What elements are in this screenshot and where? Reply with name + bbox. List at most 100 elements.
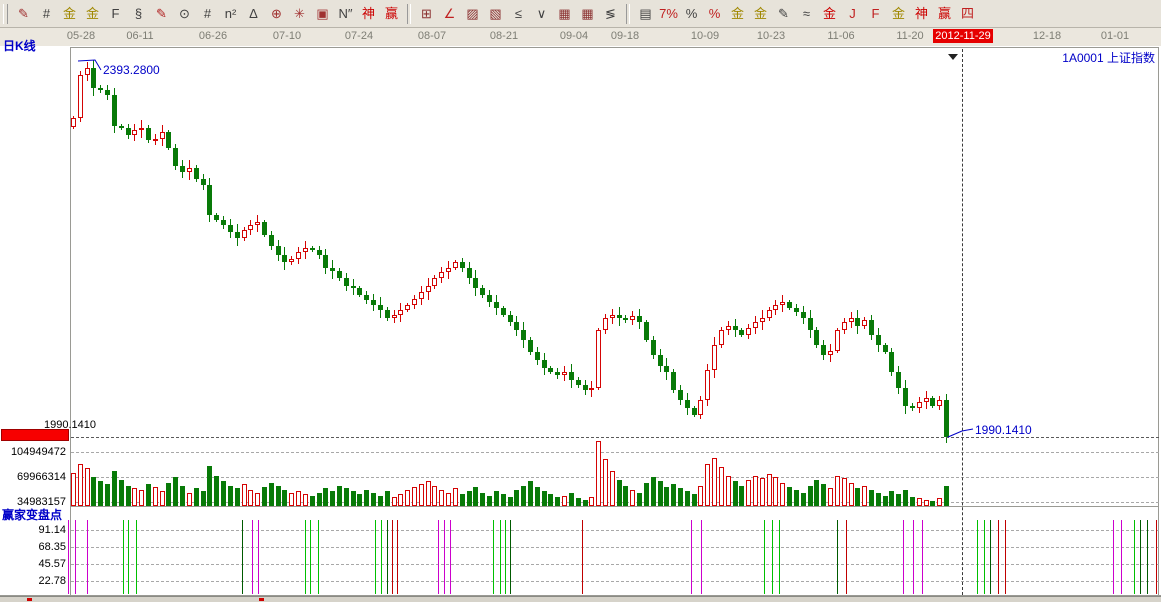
- candle: [426, 286, 431, 292]
- grid-target-icon[interactable]: ▣: [316, 5, 329, 21]
- candle: [132, 130, 137, 135]
- j-angle-icon[interactable]: J: [849, 5, 856, 21]
- candle: [351, 286, 356, 288]
- signal-line: [305, 520, 306, 594]
- candle: [548, 368, 553, 372]
- check-lines-icon[interactable]: ∨: [536, 5, 547, 21]
- wave-a-icon[interactable]: ≈: [802, 5, 811, 21]
- volume-bar: [855, 488, 860, 506]
- date-tick: 01-01: [1100, 30, 1130, 42]
- gold-coin-icon[interactable]: 金: [730, 5, 744, 21]
- candle: [555, 372, 560, 375]
- volume-bar: [228, 486, 233, 506]
- volume-bar: [323, 488, 328, 506]
- ray-box-icon[interactable]: ▧: [489, 5, 502, 21]
- date-tick: 06-11: [126, 30, 154, 42]
- ruler-icon[interactable]: #: [42, 5, 51, 21]
- gold-red-icon[interactable]: 金: [822, 5, 836, 21]
- n-squared-icon[interactable]: n²: [224, 5, 237, 21]
- signal-line: [493, 520, 494, 594]
- candle: [767, 310, 772, 318]
- fan-box-icon[interactable]: ▨: [466, 5, 479, 21]
- candle: [392, 315, 397, 318]
- volume-bar: [221, 481, 226, 506]
- volume-bar: [535, 487, 540, 506]
- candle: [262, 222, 267, 235]
- ying-angle-icon[interactable]: 赢: [937, 5, 951, 21]
- marker-pen-icon[interactable]: ✎: [156, 5, 167, 21]
- scale-ruler-icon[interactable]: #: [203, 5, 212, 21]
- volume-scale-label: 104949472: [10, 446, 66, 458]
- signal-line: [1005, 520, 1006, 594]
- candle: [153, 139, 158, 141]
- volume-bar: [494, 491, 499, 506]
- grid-arrow-icon[interactable]: ▦: [581, 5, 594, 21]
- candle: [303, 248, 308, 252]
- candle: [828, 351, 833, 355]
- candle: [364, 295, 369, 300]
- f-ruler-icon[interactable]: F: [111, 5, 120, 21]
- toolbar-grip[interactable]: [3, 3, 8, 24]
- candle: [596, 330, 601, 388]
- indicator-scale-label: 22.78: [38, 575, 66, 587]
- toolbar: ✎ # 金金 F § ✎ ⊙ # n² ∆ ⊕ ✳ ▣ Ν″ 神赢 ⊞ ∠ ▨ ▧ ≤ ∨ ▦ ▦ ≶ ▤ 7%%% 金金 ✎ ≈ 金 J F…: [0, 0, 1161, 28]
- ying-tool-icon[interactable]: 赢: [384, 5, 398, 21]
- chart-plot-area[interactable]: [0, 46, 1161, 596]
- date-tick: 12-18: [1032, 30, 1062, 42]
- volume-bar: [91, 477, 96, 506]
- spiral-icon[interactable]: §: [134, 5, 143, 21]
- candle: [242, 230, 247, 238]
- candle: [398, 310, 403, 315]
- bars-panel-icon[interactable]: ▤: [639, 5, 652, 21]
- candle: [630, 316, 635, 320]
- active-date-box[interactable]: 2012-11-29: [933, 29, 993, 43]
- candle: [282, 255, 287, 262]
- indicator-title[interactable]: 赢家变盘点: [2, 508, 63, 522]
- candle: [310, 248, 315, 250]
- target-circle-icon[interactable]: ⊕: [271, 5, 282, 21]
- grid-icon[interactable]: ▦: [558, 5, 571, 21]
- star-wheel-icon[interactable]: ✳: [294, 5, 305, 21]
- signal-line: [990, 520, 991, 594]
- candle: [889, 352, 894, 372]
- draw-pencil-icon[interactable]: ✎: [18, 5, 29, 21]
- volume-bar: [623, 486, 628, 506]
- candle: [644, 322, 649, 340]
- fan-rays-icon[interactable]: ∠: [443, 5, 456, 21]
- candle: [801, 312, 806, 318]
- gold-lines-icon[interactable]: 金: [753, 5, 767, 21]
- gold-angle-icon[interactable]: 金: [891, 5, 905, 21]
- candle: [473, 278, 478, 288]
- wave-count-icon[interactable]: Ν″: [338, 5, 353, 21]
- ink-pen-icon[interactable]: ✎: [778, 5, 789, 21]
- cycle-clock-icon[interactable]: ⊙: [179, 5, 190, 21]
- candle: [119, 126, 124, 128]
- percent-strike-icon[interactable]: 7%: [659, 5, 678, 21]
- window-box-icon[interactable]: ⊞: [421, 5, 432, 21]
- percent-icon[interactable]: %: [685, 5, 698, 21]
- bottom-scrollbar[interactable]: [0, 596, 1161, 602]
- speed-lines-icon[interactable]: ≤: [514, 5, 523, 21]
- signal-line: [510, 520, 511, 594]
- percent-lines-icon[interactable]: %: [708, 5, 721, 21]
- f-angle-icon[interactable]: F: [871, 5, 880, 21]
- shen-angle-icon[interactable]: 神: [914, 5, 928, 21]
- angle-flag-icon[interactable]: ∆: [249, 5, 258, 21]
- si-angle-icon[interactable]: 四: [960, 5, 974, 21]
- volume-bar: [589, 497, 594, 506]
- indicator-gridline: [71, 547, 1159, 548]
- date-tick: 05-28: [66, 30, 96, 42]
- signal-line: [375, 520, 376, 594]
- peak-price-label: 2393.2800: [103, 63, 160, 77]
- candle: [617, 315, 622, 318]
- volume-bar: [146, 484, 151, 506]
- shen-tool-icon[interactable]: 神: [361, 5, 375, 21]
- period-label[interactable]: 日K线: [3, 39, 36, 53]
- candle: [160, 132, 165, 139]
- candle: [453, 262, 458, 268]
- gold-ruler-icon[interactable]: 金: [62, 5, 76, 21]
- hatch-lines-icon[interactable]: ≶: [605, 5, 616, 21]
- gold-ruler2-icon[interactable]: 金: [85, 5, 99, 21]
- volume-bar: [207, 466, 212, 506]
- volume-bar: [405, 490, 410, 506]
